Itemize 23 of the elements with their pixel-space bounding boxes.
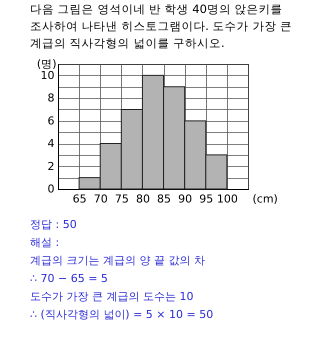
- y-tick-label: 0: [48, 182, 54, 196]
- chart-title: 다음 그림은 영석이네 반 학생 40명의 앉은키를 조사하여 나타낸 히스토그램이다. 도수가 가장 큰 계급의 직사각형의 넓이를 구하시오.: [30, 2, 292, 50]
- y-tick-label: 4: [48, 137, 54, 150]
- x-tick-label: 65: [72, 192, 87, 206]
- text: 해설 :: [30, 236, 60, 249]
- x-tick-label: 70: [94, 192, 108, 206]
- y-tick-label: 8: [48, 92, 54, 105]
- text: 계급의 크기는 계급의 양 끝 값의 차: [30, 254, 205, 267]
- y-axis-title: (명): [36, 58, 56, 70]
- text: ∴ 70 − 65 = 5: [30, 272, 108, 285]
- x-axis-title: (cm): [252, 192, 278, 206]
- text: ∴ (직사각형의 넓이) = 5 × 10 = 50: [30, 308, 214, 321]
- y-tick-label: 6: [48, 114, 54, 128]
- x-tick-label: 80: [136, 192, 150, 206]
- y-tick-label: 10: [40, 68, 54, 82]
- x-tick-label: 85: [157, 192, 172, 206]
- x-tick-label: 100: [216, 192, 238, 206]
- x-tick-label: 95: [199, 192, 214, 206]
- text: 정답 : 50: [30, 218, 77, 231]
- text: 도수가 가장 큰 계급의 도수는 10: [30, 290, 194, 303]
- x-tick-label: 75: [114, 192, 129, 206]
- x-tick-label: 90: [178, 192, 192, 206]
- y-tick-label: 2: [48, 160, 54, 173]
